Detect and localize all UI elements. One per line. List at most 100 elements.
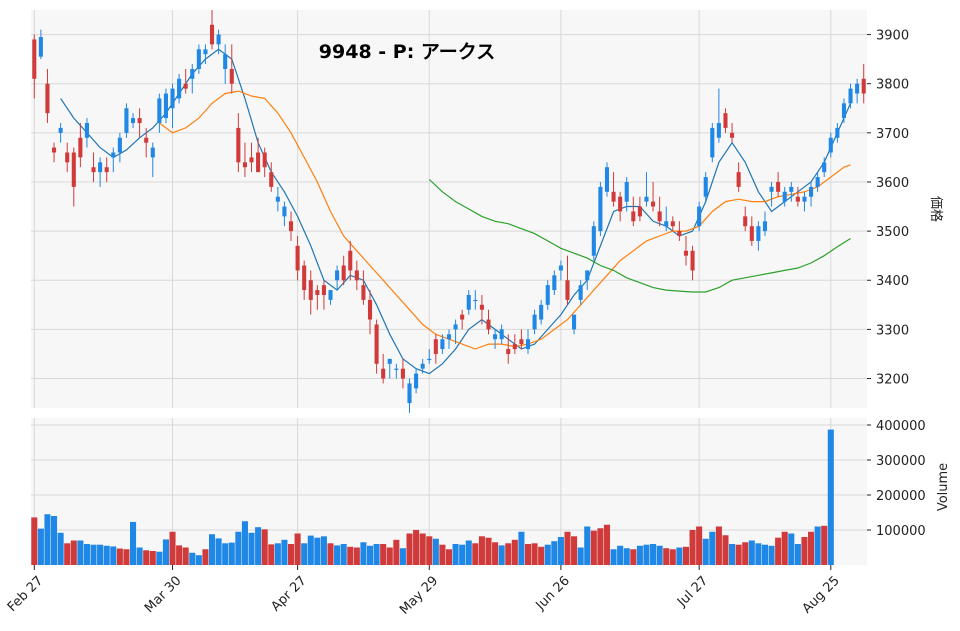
candle-body	[427, 358, 432, 361]
price-tick-label: 3600	[876, 176, 909, 191]
candle	[374, 319, 379, 374]
volume-bar	[294, 533, 301, 565]
date-tick-label: Apr 27	[269, 573, 310, 614]
candle	[525, 329, 531, 354]
candle	[209, 10, 215, 50]
candle	[144, 127, 149, 158]
candle-body	[585, 270, 590, 281]
candle-body	[354, 270, 359, 281]
candle-body	[157, 98, 162, 124]
candle-body	[710, 127, 715, 158]
volume-bar	[761, 544, 768, 565]
volume-bar	[268, 544, 275, 565]
candle-body	[111, 152, 116, 158]
candle-body	[308, 280, 313, 300]
candle-body	[828, 137, 833, 153]
candle-body	[315, 290, 320, 295]
candle	[38, 29, 43, 60]
candle-body	[539, 304, 544, 320]
candle-body	[677, 231, 682, 237]
candle	[848, 83, 853, 109]
candle-body	[565, 280, 570, 300]
volume-bar	[156, 551, 163, 565]
candle	[519, 329, 524, 350]
candle	[565, 255, 570, 305]
volume-bar	[314, 537, 321, 565]
volume-bar	[452, 544, 459, 565]
candle	[256, 137, 261, 173]
volume-bar	[143, 550, 150, 565]
candle	[295, 236, 300, 281]
volume-bar	[650, 544, 657, 565]
date-tick-label: Feb 27	[5, 573, 47, 615]
candle	[32, 34, 37, 99]
candle-body	[473, 299, 478, 302]
candle-body	[730, 132, 735, 138]
candle-body	[196, 49, 201, 69]
candle-body	[400, 368, 405, 379]
volume-bar	[432, 538, 439, 565]
volume-bar	[406, 533, 413, 565]
candle	[381, 353, 386, 384]
candle	[427, 349, 432, 364]
candle-body	[84, 123, 89, 138]
candle	[65, 142, 70, 173]
volume-bar	[327, 543, 334, 565]
candle	[604, 162, 610, 197]
volume-bar	[656, 545, 663, 565]
candle-body	[130, 118, 136, 124]
candle-body	[762, 221, 768, 232]
candle-body	[697, 206, 702, 227]
candle	[486, 309, 491, 335]
candle-body	[282, 206, 287, 217]
candle	[223, 44, 228, 84]
candle-body	[381, 368, 386, 379]
volume-bar	[307, 535, 314, 565]
candle	[512, 334, 517, 354]
candle-body	[394, 368, 399, 370]
candle	[716, 88, 721, 143]
volume-bar	[51, 516, 58, 565]
candle-body	[848, 88, 853, 104]
candle-body	[657, 211, 662, 222]
candle	[795, 186, 800, 207]
chart-title: 9948 - P: アークス	[319, 41, 495, 63]
candle	[618, 191, 623, 222]
volume-bar	[340, 544, 347, 565]
candle	[51, 142, 57, 163]
candle	[249, 142, 254, 173]
candle-body	[150, 147, 155, 158]
candle-body	[262, 152, 267, 168]
candle-body	[552, 275, 557, 291]
volume-axis-title: Volume	[936, 463, 951, 511]
candle	[861, 64, 866, 104]
volume-bar	[202, 549, 209, 565]
volume-bar	[37, 528, 44, 565]
candle-body	[236, 127, 241, 163]
candle-body	[486, 319, 491, 330]
candle-body	[789, 186, 794, 192]
candle	[137, 108, 142, 138]
volume-bar	[557, 537, 564, 565]
candle	[545, 280, 550, 310]
candle-body	[690, 250, 695, 271]
candle-body	[203, 49, 208, 55]
volume-bar	[162, 539, 169, 565]
volume-panel-background	[31, 418, 867, 565]
candle	[578, 280, 583, 305]
candle	[394, 363, 399, 379]
volume-bar	[735, 544, 742, 565]
candle	[723, 108, 728, 133]
candle-body	[269, 172, 274, 187]
volume-bar	[676, 547, 683, 565]
candle-body	[177, 78, 182, 99]
candle-body	[71, 152, 76, 187]
candle	[532, 309, 537, 335]
candle	[690, 245, 695, 281]
candle	[361, 270, 366, 305]
candle-body	[91, 167, 96, 173]
candle-body	[466, 294, 471, 310]
candle-body	[618, 196, 623, 212]
date-tick-label: Jun 26	[533, 573, 573, 613]
